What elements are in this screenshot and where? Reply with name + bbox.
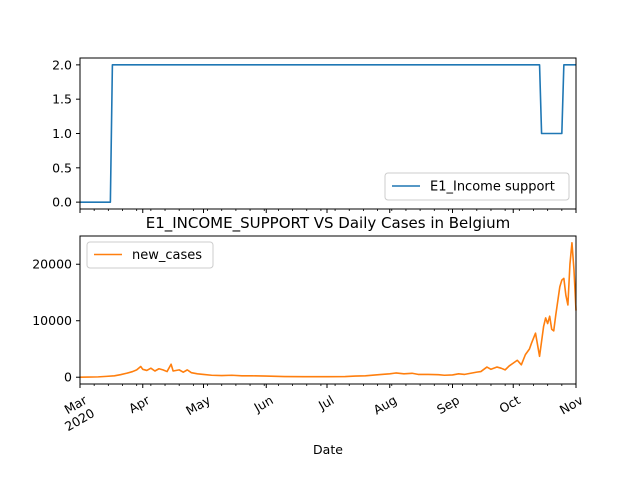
bottom-x-tick-label-line: Jul	[315, 392, 336, 413]
bottom-x-tick-label: Oct	[497, 392, 523, 416]
bottom-x-tick-label-line: Oct	[497, 392, 523, 416]
bottom-x-tick-label-line: May	[183, 392, 213, 418]
top-axes-frame	[79, 57, 577, 210]
bottom-x-tick-label-line: Sep	[434, 392, 462, 417]
bottom-x-tick-label-line: Nov	[557, 392, 586, 417]
bottom-x-tick-label: May	[183, 392, 213, 418]
bottom-y-ticks: 0 10000 20000	[32, 257, 80, 385]
bottom-legend-label: new_cases	[132, 248, 202, 263]
bottom-x-tick-label: Aug	[371, 392, 400, 417]
top-y-tick-label: 1.0	[52, 126, 72, 141]
bottom-y-tick-label: 20000	[32, 257, 72, 272]
bottom-axes-frame	[79, 235, 577, 385]
top-y-tick-label: 1.5	[52, 92, 72, 107]
bottom-x-tick-label-line: Aug	[371, 392, 400, 417]
top-legend: E1_Income support	[384, 172, 570, 201]
bottom-series-line	[79, 241, 577, 379]
bottom-y-tick-label: 10000	[32, 313, 72, 328]
bottom-x-tick-label-line: Apr	[126, 392, 153, 416]
top-y-ticks: 0.0 0.5 1.0 1.5 2.0	[52, 57, 80, 210]
bottom-x-tick-label: Sep	[434, 392, 462, 417]
top-y-tick-label: 0.0	[52, 195, 72, 210]
top-series	[80, 64, 576, 203]
x-axis-label: Date	[313, 442, 343, 457]
bottom-legend-box	[86, 241, 214, 269]
bottom-x-tick-label: Jun	[250, 392, 275, 415]
top-x-ticks	[79, 209, 577, 213]
top-y-tick-label: 2.0	[52, 57, 72, 72]
top-legend-box	[384, 172, 570, 201]
bottom-series	[79, 241, 577, 379]
bottom-legend: new_cases	[86, 241, 214, 269]
chart-title: E1_INCOME_SUPPORT VS Daily Cases in Belg…	[146, 214, 511, 233]
top-y-tick-label: 0.5	[52, 160, 72, 175]
bottom-y-tick-label: 0	[64, 370, 72, 385]
bottom-subplot: E1_INCOME_SUPPORT VS Daily Cases in Belg…	[32, 214, 586, 457]
top-series-line	[80, 64, 576, 203]
bottom-x-tick-label: Jul	[315, 392, 336, 413]
top-subplot: 0.0 0.5 1.0 1.5 2.0 E1_Income support	[52, 57, 577, 213]
bottom-x-tick-label: Nov	[557, 392, 586, 417]
bottom-x-tick-label: Apr	[126, 392, 153, 416]
bottom-x-tick-label-line: Jun	[250, 392, 275, 415]
top-legend-label: E1_Income support	[430, 180, 555, 195]
